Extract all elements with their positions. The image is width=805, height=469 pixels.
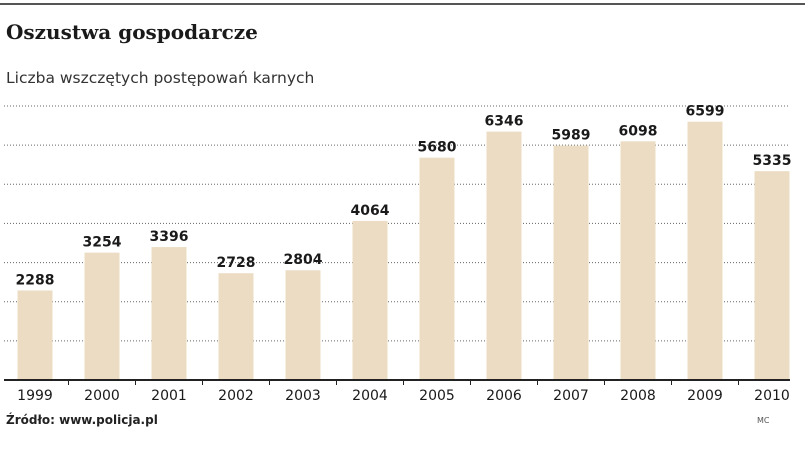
author-credit: MC (757, 416, 770, 425)
value-label-2008: 6098 (619, 123, 658, 139)
category-label-2002: 2002 (218, 388, 254, 404)
category-label-1999: 1999 (17, 388, 53, 404)
bar-2008 (620, 141, 656, 380)
value-label-2001: 3396 (150, 229, 189, 245)
value-label-2002: 2728 (217, 255, 256, 271)
bar-2007 (553, 145, 589, 380)
value-label-2000: 3254 (83, 235, 122, 251)
value-label-2005: 5680 (418, 140, 457, 156)
category-label-2001: 2001 (151, 388, 187, 404)
category-label-2005: 2005 (419, 388, 455, 404)
category-label-2003: 2003 (285, 388, 321, 404)
value-label-1999: 2288 (16, 272, 55, 288)
value-label-2009: 6599 (686, 104, 725, 120)
value-label-2007: 5989 (552, 128, 591, 144)
bar-2005 (419, 157, 455, 380)
category-label-2006: 2006 (486, 388, 522, 404)
top-rule (0, 3, 805, 5)
category-label-2009: 2009 (687, 388, 723, 404)
value-label-2003: 2804 (284, 252, 323, 268)
value-label-2006: 6346 (485, 114, 524, 130)
category-label-2007: 2007 (553, 388, 589, 404)
bar-2009 (687, 121, 723, 380)
value-label-2010: 5335 (753, 153, 792, 169)
chart-subtitle: Liczba wszczętych postępowań karnych (6, 69, 315, 87)
category-label-2000: 2000 (84, 388, 120, 404)
category-label-2008: 2008 (620, 388, 656, 404)
bar-2006 (486, 131, 522, 380)
bar-2000 (84, 252, 120, 380)
bar-2010 (754, 171, 790, 380)
value-label-2004: 4064 (351, 203, 390, 219)
category-label-2010: 2010 (754, 388, 790, 404)
chart-title: Oszustwa gospodarcze (6, 20, 258, 44)
bar-2004 (352, 220, 388, 380)
category-label-2004: 2004 (352, 388, 388, 404)
bar-2003 (285, 270, 321, 380)
bar-2002 (218, 273, 254, 380)
bar-1999 (17, 290, 53, 380)
source-note: Źródło: www.policja.pl (6, 413, 158, 427)
bar-2001 (151, 247, 187, 380)
